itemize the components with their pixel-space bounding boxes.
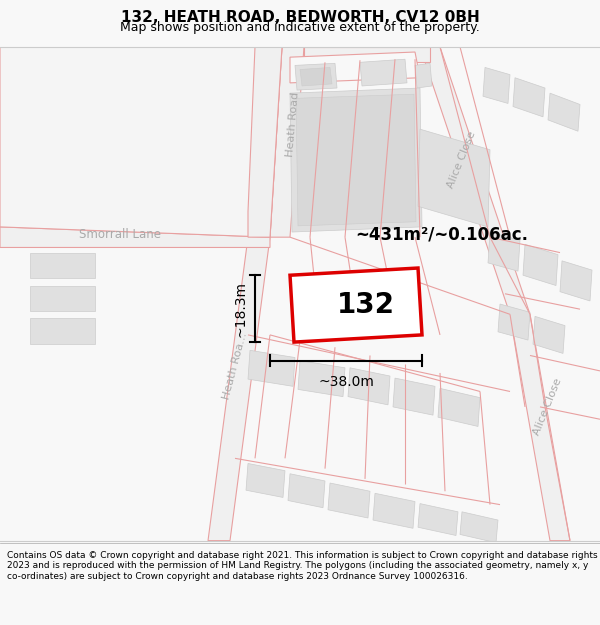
Polygon shape [513, 78, 545, 117]
Polygon shape [510, 314, 570, 541]
Polygon shape [0, 227, 270, 248]
Text: Map shows position and indicative extent of the property.: Map shows position and indicative extent… [120, 21, 480, 34]
Polygon shape [523, 244, 558, 286]
Text: 132, HEATH ROAD, BEDWORTH, CV12 0BH: 132, HEATH ROAD, BEDWORTH, CV12 0BH [121, 10, 479, 25]
Polygon shape [418, 504, 458, 536]
Text: Contains OS data © Crown copyright and database right 2021. This information is : Contains OS data © Crown copyright and d… [7, 551, 598, 581]
Polygon shape [498, 304, 530, 340]
Polygon shape [548, 93, 580, 131]
Polygon shape [208, 237, 270, 541]
Polygon shape [483, 68, 510, 104]
Polygon shape [248, 47, 282, 237]
Text: ~38.0m: ~38.0m [318, 375, 374, 389]
Polygon shape [290, 52, 420, 83]
Polygon shape [415, 63, 432, 88]
Text: Heath Roa…: Heath Roa… [221, 331, 249, 401]
Polygon shape [348, 368, 390, 405]
Polygon shape [438, 388, 480, 426]
Polygon shape [298, 361, 345, 397]
Polygon shape [0, 47, 282, 237]
Polygon shape [30, 253, 95, 278]
Polygon shape [328, 483, 370, 518]
Text: ~18.3m: ~18.3m [233, 281, 247, 337]
Text: Alice Close: Alice Close [446, 130, 478, 190]
Polygon shape [393, 378, 435, 415]
Polygon shape [373, 493, 415, 528]
Polygon shape [290, 88, 422, 232]
Polygon shape [30, 286, 95, 311]
Polygon shape [560, 261, 592, 301]
Polygon shape [290, 268, 422, 342]
Polygon shape [246, 464, 285, 498]
Polygon shape [248, 351, 295, 386]
Polygon shape [270, 47, 304, 237]
Polygon shape [420, 47, 530, 314]
Polygon shape [288, 474, 325, 508]
Polygon shape [488, 232, 520, 271]
Polygon shape [295, 63, 337, 90]
Text: ~431m²/~0.106ac.: ~431m²/~0.106ac. [355, 225, 528, 243]
Polygon shape [300, 68, 332, 86]
Polygon shape [360, 59, 407, 86]
Text: Heath Road: Heath Road [285, 91, 301, 157]
Text: Alice Close: Alice Close [532, 377, 564, 437]
Polygon shape [418, 129, 490, 227]
Text: Smorrall Lane: Smorrall Lane [79, 228, 161, 241]
Polygon shape [30, 318, 95, 344]
Polygon shape [533, 316, 565, 353]
Text: 132: 132 [337, 291, 395, 319]
Polygon shape [304, 47, 430, 63]
Polygon shape [460, 512, 498, 542]
Polygon shape [296, 94, 416, 226]
